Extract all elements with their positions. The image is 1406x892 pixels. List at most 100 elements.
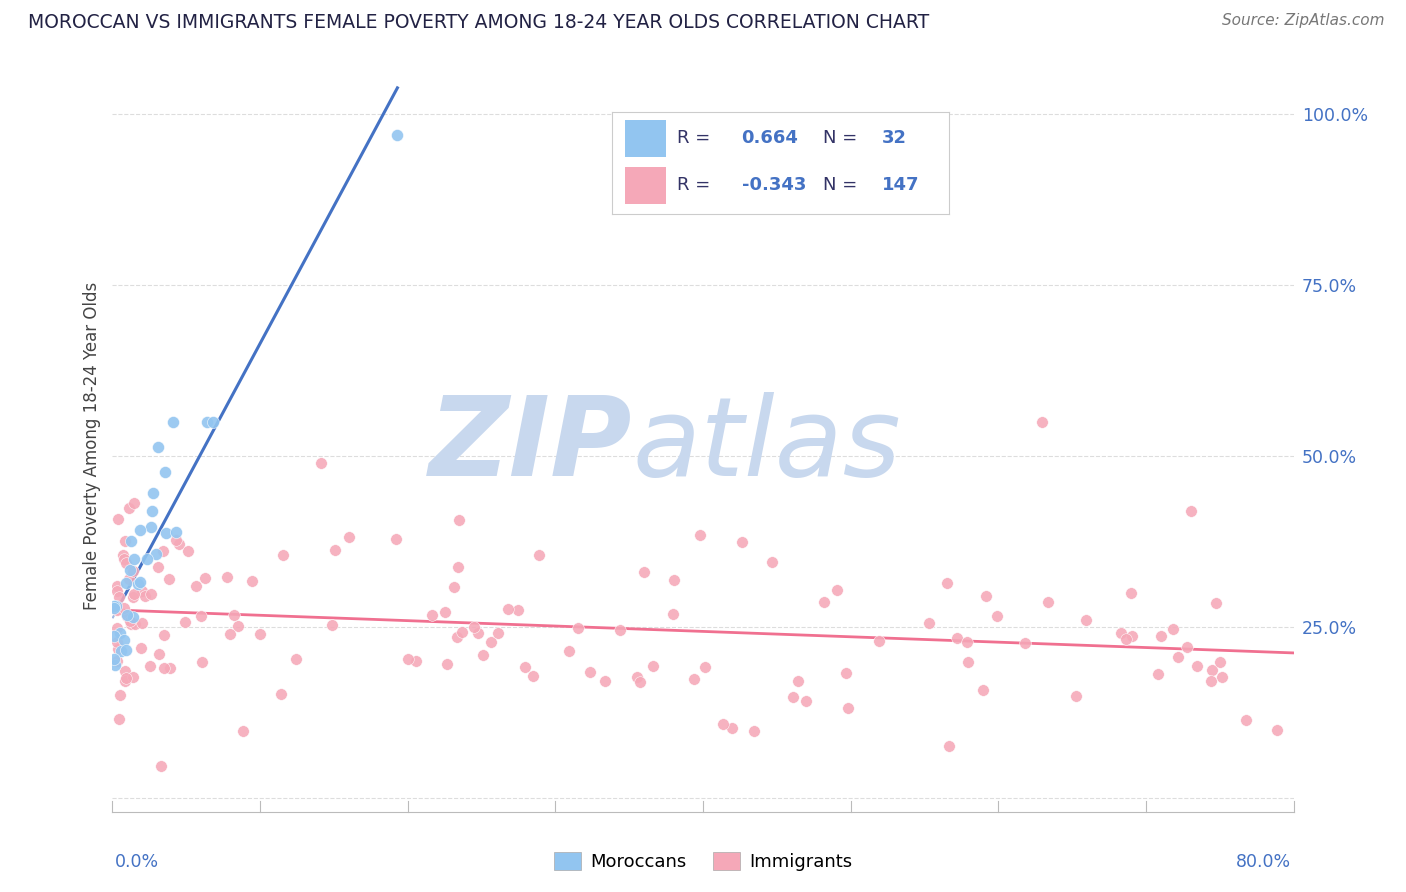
Point bbox=[114, 664, 136, 678]
Point bbox=[558, 644, 581, 658]
Point bbox=[682, 672, 704, 686]
Point bbox=[127, 576, 149, 591]
Point bbox=[972, 683, 994, 698]
Point bbox=[837, 701, 859, 715]
Point bbox=[129, 640, 152, 655]
Point bbox=[337, 530, 360, 544]
Point bbox=[609, 623, 631, 637]
Point bbox=[1199, 673, 1222, 688]
Point bbox=[506, 603, 529, 617]
Point bbox=[1180, 504, 1202, 518]
Point bbox=[139, 659, 162, 673]
Point bbox=[112, 600, 135, 615]
Point bbox=[641, 659, 664, 673]
Text: 80.0%: 80.0% bbox=[1236, 853, 1291, 871]
Point bbox=[190, 609, 212, 624]
Point bbox=[148, 647, 170, 661]
Point bbox=[579, 665, 602, 679]
Point bbox=[105, 603, 128, 617]
Point bbox=[141, 520, 163, 534]
Point bbox=[115, 575, 138, 590]
Point bbox=[120, 563, 142, 577]
Point bbox=[146, 440, 169, 454]
Text: N =: N = bbox=[823, 176, 856, 194]
Point bbox=[1211, 670, 1233, 684]
Point bbox=[325, 543, 347, 558]
Point bbox=[446, 630, 468, 644]
Point bbox=[131, 615, 153, 630]
Point bbox=[742, 724, 765, 739]
Point bbox=[1209, 655, 1232, 669]
Text: -0.343: -0.343 bbox=[741, 176, 806, 194]
Point bbox=[173, 615, 195, 629]
Point bbox=[794, 693, 817, 707]
Point bbox=[1014, 636, 1036, 650]
Point bbox=[384, 532, 406, 546]
Point bbox=[486, 626, 509, 640]
Point bbox=[194, 571, 217, 585]
Point bbox=[387, 128, 409, 142]
Point bbox=[108, 590, 131, 604]
Point bbox=[153, 661, 176, 675]
Point bbox=[120, 614, 142, 628]
Point bbox=[105, 602, 128, 616]
Point bbox=[159, 660, 181, 674]
Text: 147: 147 bbox=[882, 176, 920, 194]
Point bbox=[121, 565, 143, 579]
Point bbox=[240, 574, 263, 589]
Point bbox=[162, 415, 184, 429]
Point bbox=[111, 549, 134, 563]
Text: N =: N = bbox=[823, 128, 856, 146]
Text: atlas: atlas bbox=[633, 392, 901, 500]
Point bbox=[721, 721, 744, 735]
Point bbox=[141, 504, 163, 518]
Point bbox=[1121, 629, 1143, 643]
Point bbox=[105, 583, 128, 598]
Point bbox=[215, 570, 238, 584]
Point bbox=[527, 548, 550, 562]
Point bbox=[447, 512, 470, 526]
Point bbox=[689, 528, 711, 542]
Point bbox=[309, 456, 332, 470]
Point bbox=[284, 652, 307, 666]
Point bbox=[661, 607, 683, 621]
Point bbox=[145, 547, 167, 561]
Point bbox=[976, 589, 998, 603]
Point bbox=[107, 712, 129, 726]
Point bbox=[134, 589, 156, 603]
Point bbox=[115, 556, 138, 570]
Point bbox=[104, 599, 127, 613]
Point bbox=[114, 673, 136, 688]
Point bbox=[270, 687, 292, 701]
Point bbox=[122, 496, 145, 510]
Point bbox=[271, 549, 294, 563]
Point bbox=[191, 655, 214, 669]
Point bbox=[118, 500, 141, 515]
FancyBboxPatch shape bbox=[626, 120, 665, 157]
Point bbox=[1205, 596, 1227, 610]
Point bbox=[157, 572, 180, 586]
Text: R =: R = bbox=[678, 176, 710, 194]
Point bbox=[176, 544, 198, 558]
Point bbox=[249, 627, 271, 641]
Point bbox=[153, 627, 176, 641]
Point bbox=[103, 601, 125, 615]
FancyBboxPatch shape bbox=[626, 167, 665, 204]
Point bbox=[628, 675, 651, 690]
Point bbox=[713, 717, 735, 731]
Point bbox=[938, 739, 960, 754]
Y-axis label: Female Poverty Among 18-24 Year Olds: Female Poverty Among 18-24 Year Olds bbox=[83, 282, 101, 610]
Point bbox=[957, 655, 980, 669]
Point bbox=[731, 535, 754, 549]
Point bbox=[105, 635, 128, 649]
Point bbox=[1161, 622, 1184, 636]
Point bbox=[1036, 595, 1059, 609]
Point bbox=[1150, 629, 1173, 643]
Point bbox=[1109, 625, 1132, 640]
Point bbox=[114, 533, 136, 548]
Point bbox=[813, 595, 835, 609]
Point bbox=[1175, 640, 1198, 654]
Point bbox=[463, 620, 485, 634]
Point bbox=[787, 674, 810, 689]
Point bbox=[1074, 613, 1097, 627]
